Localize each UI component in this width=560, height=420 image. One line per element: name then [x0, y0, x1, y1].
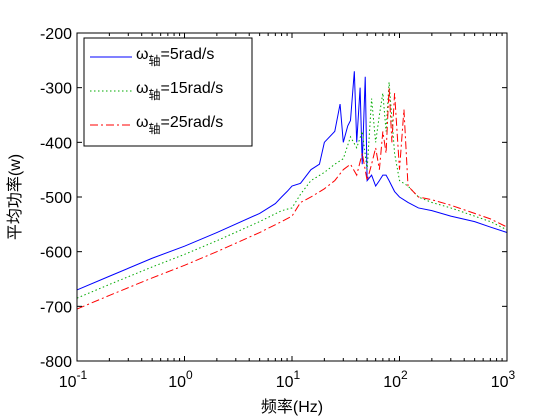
x-tick-label: 10-1: [59, 368, 88, 391]
x-axis-label: 频率(Hz): [261, 398, 323, 416]
legend-box: [83, 37, 253, 147]
y-tick-label: -500: [40, 190, 72, 207]
y-tick-label: -700: [40, 299, 72, 316]
legend: ω轴=5rad/s ω轴=15rad/s ω轴=25rad/s: [83, 37, 253, 147]
series-lines: [76, 71, 508, 310]
legend-label-2: ω轴=15rad/s: [136, 80, 223, 102]
legend-label-1: ω轴=5rad/s: [136, 46, 214, 68]
x-tick-label: 102: [383, 368, 408, 391]
y-tick-label: -800: [40, 354, 72, 371]
y-tick-label: -200: [40, 26, 72, 43]
series-line-1: [76, 71, 508, 291]
legend-label-3: ω轴=25rad/s: [136, 114, 223, 136]
y-tick-label: -300: [40, 81, 72, 98]
x-tick-label: 103: [491, 368, 516, 391]
y-tick-label: -600: [40, 245, 72, 262]
x-tick-label: 100: [168, 368, 193, 391]
x-tick-label: 101: [276, 368, 301, 391]
y-tick-label: -400: [40, 135, 72, 152]
y-axis-label: 平均功率(w): [6, 154, 24, 240]
series-line-3: [76, 87, 508, 310]
